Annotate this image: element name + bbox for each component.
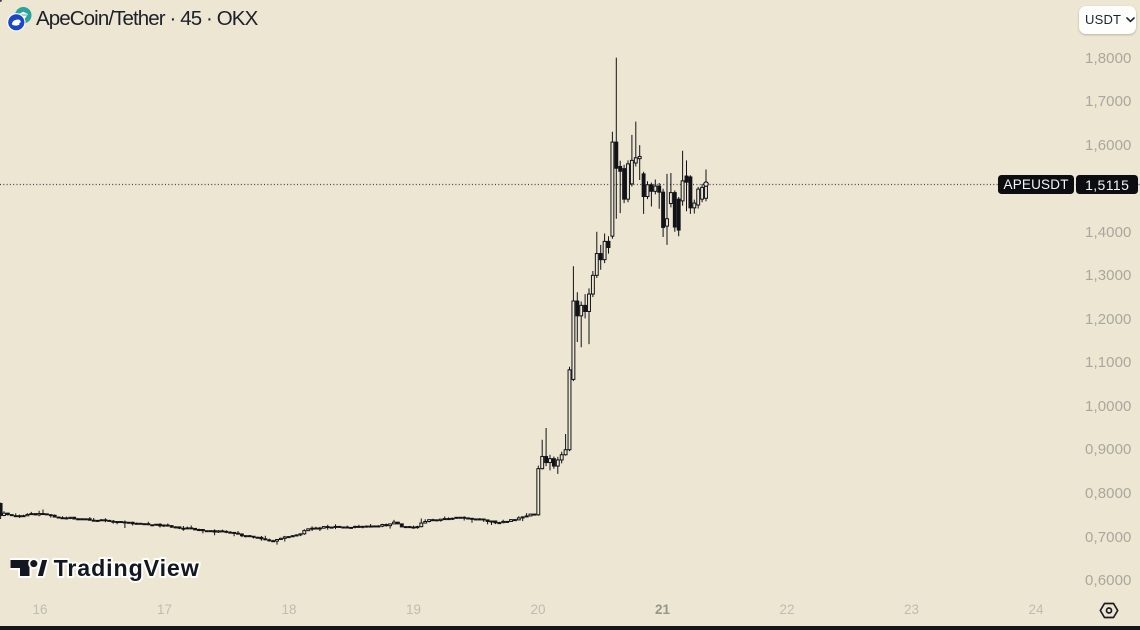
svg-text:TradingView: TradingView (54, 555, 200, 581)
